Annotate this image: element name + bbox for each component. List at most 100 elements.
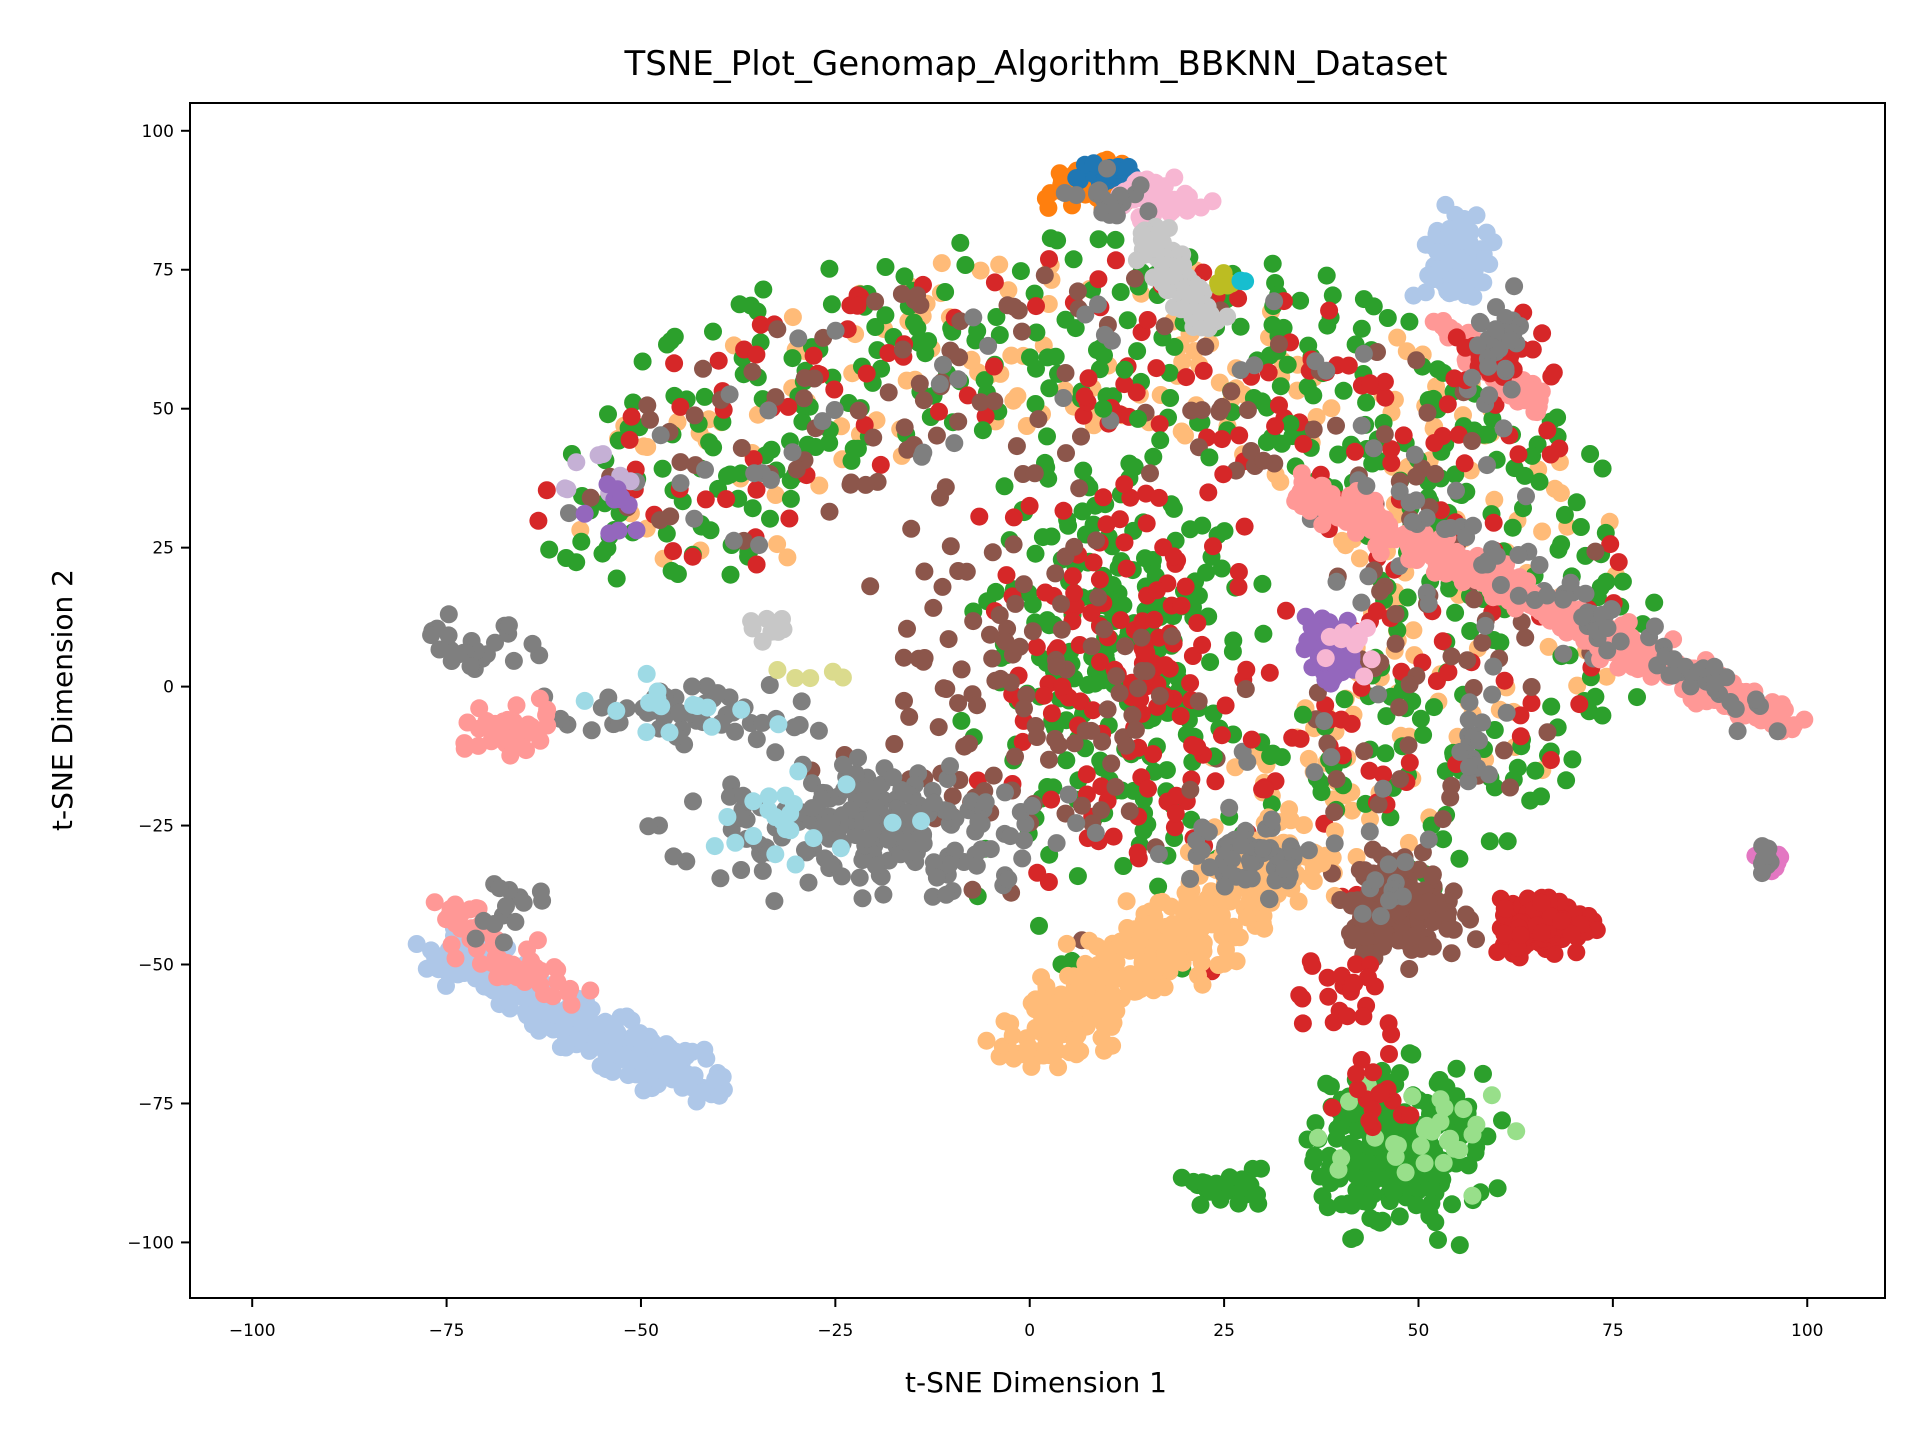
scatter-point xyxy=(1403,1045,1422,1064)
scatter-point xyxy=(1645,593,1664,612)
scatter-point xyxy=(1018,1041,1037,1060)
scatter-point xyxy=(892,285,911,303)
scatter-point xyxy=(1201,653,1220,672)
scatter-point xyxy=(499,616,518,635)
scatter-point xyxy=(1001,827,1020,846)
scatter-point xyxy=(671,453,690,472)
scatter-point xyxy=(1040,250,1058,269)
scatter-point xyxy=(1377,707,1396,726)
scatter-point xyxy=(1470,312,1489,331)
scatter-point xyxy=(1129,679,1148,698)
y-tick-label: −50 xyxy=(138,956,174,976)
scatter-point xyxy=(1317,361,1336,380)
scatter-point xyxy=(968,322,987,340)
scatter-point xyxy=(1507,1122,1526,1141)
scatter-point xyxy=(1075,387,1094,406)
scatter-point xyxy=(624,393,643,412)
scatter-point xyxy=(1193,635,1212,654)
scatter-point xyxy=(607,569,626,588)
scatter-point xyxy=(1188,738,1207,756)
scatter-point xyxy=(1433,810,1452,829)
scatter-point xyxy=(1390,1207,1409,1226)
scatter-point xyxy=(508,968,527,987)
x-tick-label: 25 xyxy=(1213,1321,1235,1341)
scatter-point xyxy=(1423,867,1442,886)
scatter-point xyxy=(1429,1230,1447,1249)
scatter-point xyxy=(1645,617,1664,636)
scatter-point xyxy=(1503,518,1522,537)
scatter-point xyxy=(769,715,788,734)
scatter-point xyxy=(1095,325,1114,344)
scatter-point xyxy=(1192,302,1210,321)
scatter-point xyxy=(1231,361,1250,380)
scatter-point xyxy=(885,735,904,753)
scatter-point xyxy=(1407,351,1426,370)
scatter-point xyxy=(1229,289,1248,308)
scatter-point xyxy=(726,722,744,741)
scatter-point xyxy=(1073,796,1091,815)
scatter-point xyxy=(968,696,986,715)
scatter-point xyxy=(1079,369,1098,388)
scatter-point xyxy=(1013,322,1031,341)
scatter-point xyxy=(1554,644,1573,663)
scatter-point xyxy=(1353,904,1372,923)
scatter-point xyxy=(1059,989,1078,1008)
scatter-point xyxy=(1164,547,1183,566)
scatter-point xyxy=(1380,891,1398,910)
scatter-point xyxy=(1068,282,1087,301)
scatter-point xyxy=(1192,841,1211,860)
scatter-point xyxy=(1088,937,1107,956)
scatter-point xyxy=(1378,309,1397,327)
y-tick-label: 75 xyxy=(152,261,174,281)
scatter-point xyxy=(823,662,842,681)
scatter-point xyxy=(518,1006,537,1025)
scatter-point xyxy=(1067,169,1086,188)
scatter-point xyxy=(1364,297,1383,316)
scatter-point xyxy=(704,438,723,457)
scatter-point xyxy=(1013,732,1032,751)
scatter-point xyxy=(685,509,704,528)
scatter-point xyxy=(523,634,542,653)
scatter-point xyxy=(1463,1125,1482,1144)
scatter-point xyxy=(637,723,656,742)
scatter-point xyxy=(1419,594,1438,613)
scatter-point xyxy=(1346,442,1364,461)
scatter-point xyxy=(1230,426,1249,445)
scatter-point xyxy=(979,336,998,355)
scatter-point xyxy=(1090,570,1109,589)
scatter-point xyxy=(1491,633,1510,652)
scatter-point xyxy=(439,626,458,645)
scatter-point xyxy=(633,352,652,371)
scatter-point xyxy=(1094,399,1113,418)
scatter-point xyxy=(1036,583,1055,602)
scatter-point xyxy=(1396,1163,1415,1182)
scatter-point xyxy=(898,619,916,638)
scatter-point xyxy=(1501,331,1520,350)
scatter-point xyxy=(1532,787,1550,806)
scatter-point xyxy=(627,521,646,540)
scatter-point xyxy=(1505,459,1524,478)
scatter-point xyxy=(709,351,728,370)
scatter-point xyxy=(757,609,776,628)
scatter-point xyxy=(1034,1003,1053,1022)
scatter-point xyxy=(1157,761,1176,780)
scatter-point xyxy=(1427,561,1446,580)
scatter-point xyxy=(651,426,670,445)
y-tick-label: −75 xyxy=(138,1094,174,1114)
scatter-point xyxy=(726,833,745,852)
scatter-point xyxy=(1509,586,1528,605)
scatter-point xyxy=(567,453,586,472)
scatter-point xyxy=(760,676,779,694)
scatter-point xyxy=(572,532,591,551)
scatter-point xyxy=(1768,722,1787,741)
scatter-point xyxy=(990,326,1009,344)
scatter-point xyxy=(1391,770,1410,789)
scatter-point xyxy=(985,273,1004,292)
scatter-point xyxy=(1199,483,1218,502)
scatter-point xyxy=(1294,705,1312,724)
scatter-point xyxy=(1538,723,1557,742)
scatter-point xyxy=(1405,445,1424,464)
scatter-point xyxy=(1015,831,1033,850)
scatter-point xyxy=(750,536,769,555)
